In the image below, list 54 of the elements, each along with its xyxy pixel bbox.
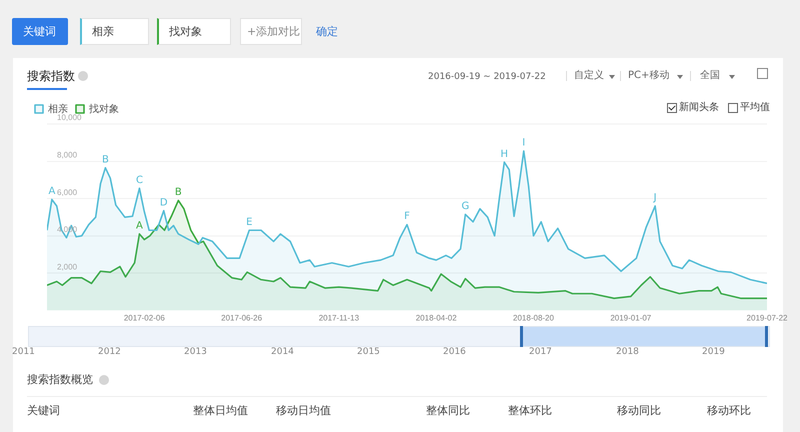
y-tick-label: 10,000	[57, 113, 82, 122]
text: 整体同比	[426, 404, 470, 418]
text: 2015	[357, 346, 380, 359]
text: 自定义	[574, 69, 604, 83]
x-tick-label: 2018-04-02	[416, 313, 458, 322]
text: 2014	[271, 346, 294, 359]
annotation: F	[404, 211, 410, 222]
annotation: I	[522, 138, 526, 149]
text: 确定	[316, 25, 338, 39]
annotation: C	[136, 174, 143, 186]
annotation: A	[48, 186, 56, 198]
annotation: D	[160, 197, 168, 208]
text: 2012	[98, 346, 121, 359]
text: PC+移动	[628, 69, 670, 83]
annotation: B	[174, 187, 182, 198]
text: 新闻头条	[679, 101, 719, 115]
text: 关键词	[23, 25, 56, 39]
annotation: A	[136, 220, 144, 232]
y-tick-label: 8,000	[57, 150, 78, 160]
text: 相亲	[92, 25, 114, 38]
legend-label: 找对象	[88, 102, 119, 115]
text: 移动同比	[617, 404, 661, 418]
text: 找对象	[169, 25, 202, 38]
text: 移动日均值	[276, 404, 331, 418]
x-tick-label: 2018-08-20	[513, 313, 554, 322]
annotation: B	[102, 154, 109, 166]
text: 整体环比	[508, 404, 552, 418]
text: +添加对比	[247, 25, 300, 39]
text: 2016	[443, 346, 466, 359]
annotation: G	[462, 201, 470, 212]
text: 2016-09-19 ~ 2019-07-22	[428, 71, 546, 84]
text: 2011	[12, 346, 35, 359]
x-tick-label: 2017-02-06	[124, 313, 166, 322]
text: 平均值	[740, 101, 770, 115]
x-tick-label: 2017-11-13	[318, 313, 360, 322]
annotation: J	[652, 192, 657, 204]
y-tick-label: 2,000	[57, 262, 78, 272]
annotation: E	[246, 216, 252, 228]
text: 整体日均值	[193, 404, 248, 418]
annotation: H	[500, 148, 508, 160]
text: 关键词	[27, 404, 60, 418]
y-tick-label: 6,000	[57, 188, 78, 197]
legend-label: 相亲	[48, 102, 68, 115]
text: 2018	[616, 346, 639, 359]
text: 移动环比	[707, 404, 751, 418]
text: 2013	[184, 346, 207, 359]
x-tick-label: 2019-07-22	[746, 313, 788, 322]
x-tick-label: 2017-06-26	[221, 313, 263, 322]
text: 2017	[529, 346, 552, 359]
text: 全国	[700, 69, 720, 83]
text: 2019	[702, 346, 725, 359]
chart-title: 搜索指数	[27, 69, 75, 83]
text: 搜索指数概览	[27, 373, 93, 387]
x-tick-label: 2019-01-07	[610, 313, 652, 322]
